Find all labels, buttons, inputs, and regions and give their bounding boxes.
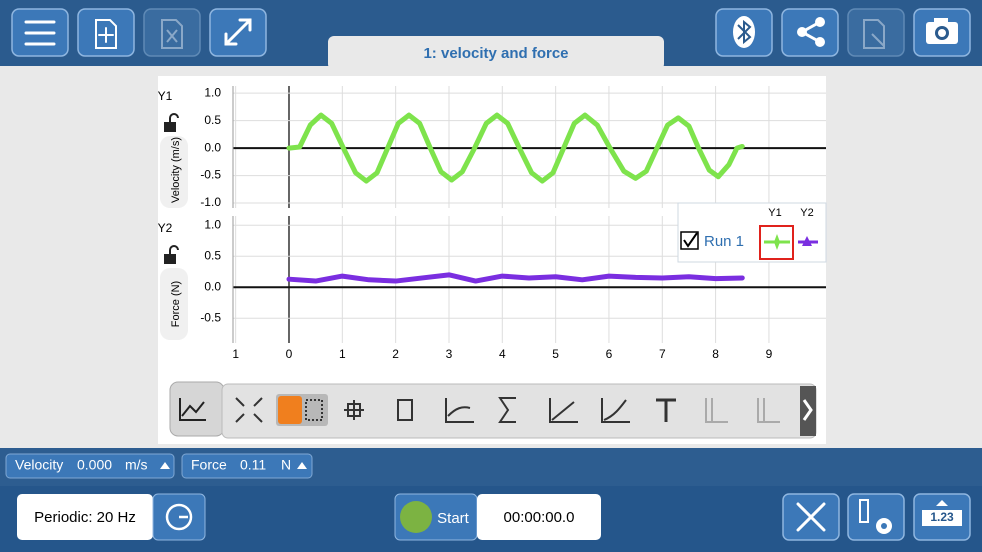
timer: 00:00:00.0 bbox=[504, 509, 575, 526]
menu-button[interactable] bbox=[11, 8, 69, 57]
y-tick-label: 0.5 bbox=[204, 248, 221, 262]
y-tick-label: 0.5 bbox=[204, 113, 221, 127]
meter-name: Force bbox=[191, 457, 227, 473]
y-axis-label: Force (N) bbox=[170, 281, 182, 327]
lock-icon[interactable] bbox=[164, 113, 179, 132]
graph-options-button[interactable] bbox=[169, 381, 225, 437]
legend-selection[interactable] bbox=[759, 225, 794, 260]
meter-button[interactable] bbox=[913, 493, 971, 541]
y-label-pill[interactable] bbox=[160, 136, 188, 208]
x-tick-label: 3 bbox=[446, 347, 453, 361]
x-tick-label: 1 bbox=[232, 347, 239, 361]
meter[interactable] bbox=[181, 453, 313, 479]
bluetooth-button[interactable] bbox=[715, 8, 773, 57]
select-icon[interactable] bbox=[305, 399, 323, 421]
autoscale-icon[interactable] bbox=[235, 397, 263, 423]
x-tick-label: 7 bbox=[659, 347, 666, 361]
meter-value: 0.11 bbox=[240, 457, 266, 473]
legend-marker bbox=[802, 236, 812, 246]
y-tick-label: -1.0 bbox=[200, 195, 221, 209]
y-axis-label: Velocity (m/s) bbox=[170, 137, 182, 203]
x-tick-label: 4 bbox=[499, 347, 506, 361]
y-tick-label: 0.0 bbox=[204, 140, 221, 154]
linear-fit-icon[interactable] bbox=[549, 398, 578, 423]
data-line bbox=[286, 272, 745, 284]
y-label-pill[interactable] bbox=[160, 268, 188, 340]
legend-column: Y2 bbox=[800, 207, 813, 219]
model-icon[interactable] bbox=[601, 398, 630, 423]
tangent-icon[interactable] bbox=[397, 399, 413, 421]
curve-fit-icon[interactable] bbox=[445, 398, 474, 423]
report-button bbox=[847, 8, 905, 57]
y-tick-label: -0.5 bbox=[200, 310, 221, 324]
legend-marker bbox=[774, 234, 780, 250]
mode-box[interactable] bbox=[17, 494, 153, 540]
y-tick-label: -0.5 bbox=[200, 168, 221, 182]
meter-name: Velocity bbox=[15, 457, 63, 473]
new-button[interactable] bbox=[77, 8, 135, 57]
integral-icon[interactable] bbox=[498, 397, 516, 423]
lock-icon[interactable] bbox=[164, 245, 179, 264]
axis-side: Y1 bbox=[158, 89, 173, 103]
tools-button[interactable] bbox=[782, 493, 840, 541]
tab[interactable] bbox=[328, 36, 664, 70]
meter-value: 0.000 bbox=[77, 457, 112, 473]
timer-box bbox=[477, 494, 601, 540]
x-tick-label: 0 bbox=[286, 347, 293, 361]
start-label: Start bbox=[437, 510, 470, 527]
meter-unit: N bbox=[281, 457, 291, 473]
meter-unit: m/s bbox=[125, 457, 148, 473]
y-tick-label: 1.0 bbox=[204, 85, 221, 99]
toolbar-scroll[interactable] bbox=[800, 386, 816, 436]
legend-column: Y1 bbox=[768, 207, 781, 219]
x-tick-label: 5 bbox=[552, 347, 559, 361]
axis-side: Y2 bbox=[158, 221, 173, 235]
data-line bbox=[286, 112, 745, 184]
y-tick-label: 1.0 bbox=[204, 217, 221, 231]
x-tick-label: 6 bbox=[606, 347, 613, 361]
legend bbox=[677, 202, 827, 263]
tab-title: 1: velocity and force bbox=[423, 45, 568, 62]
x-tick-label: 2 bbox=[392, 347, 399, 361]
meter[interactable] bbox=[5, 453, 175, 479]
legend-run: Run 1 bbox=[704, 233, 744, 250]
x-tick-label: 1 bbox=[339, 347, 346, 361]
mode: Periodic: 20 Hz bbox=[34, 509, 136, 526]
share-button[interactable] bbox=[781, 8, 839, 57]
fullscreen-button[interactable] bbox=[209, 8, 267, 57]
delete-button bbox=[143, 8, 201, 57]
remove-axis-icon bbox=[757, 398, 780, 423]
x-tick-label: 9 bbox=[766, 347, 773, 361]
x-tick-label: 8 bbox=[712, 347, 719, 361]
sensor-settings-button[interactable] bbox=[847, 493, 905, 541]
camera-button[interactable] bbox=[913, 8, 971, 57]
annotation-icon[interactable] bbox=[656, 398, 676, 422]
meter-icon-label: 1.23 bbox=[930, 510, 954, 524]
add-axis-icon bbox=[705, 398, 728, 423]
y-tick-label: 0.0 bbox=[204, 279, 221, 293]
